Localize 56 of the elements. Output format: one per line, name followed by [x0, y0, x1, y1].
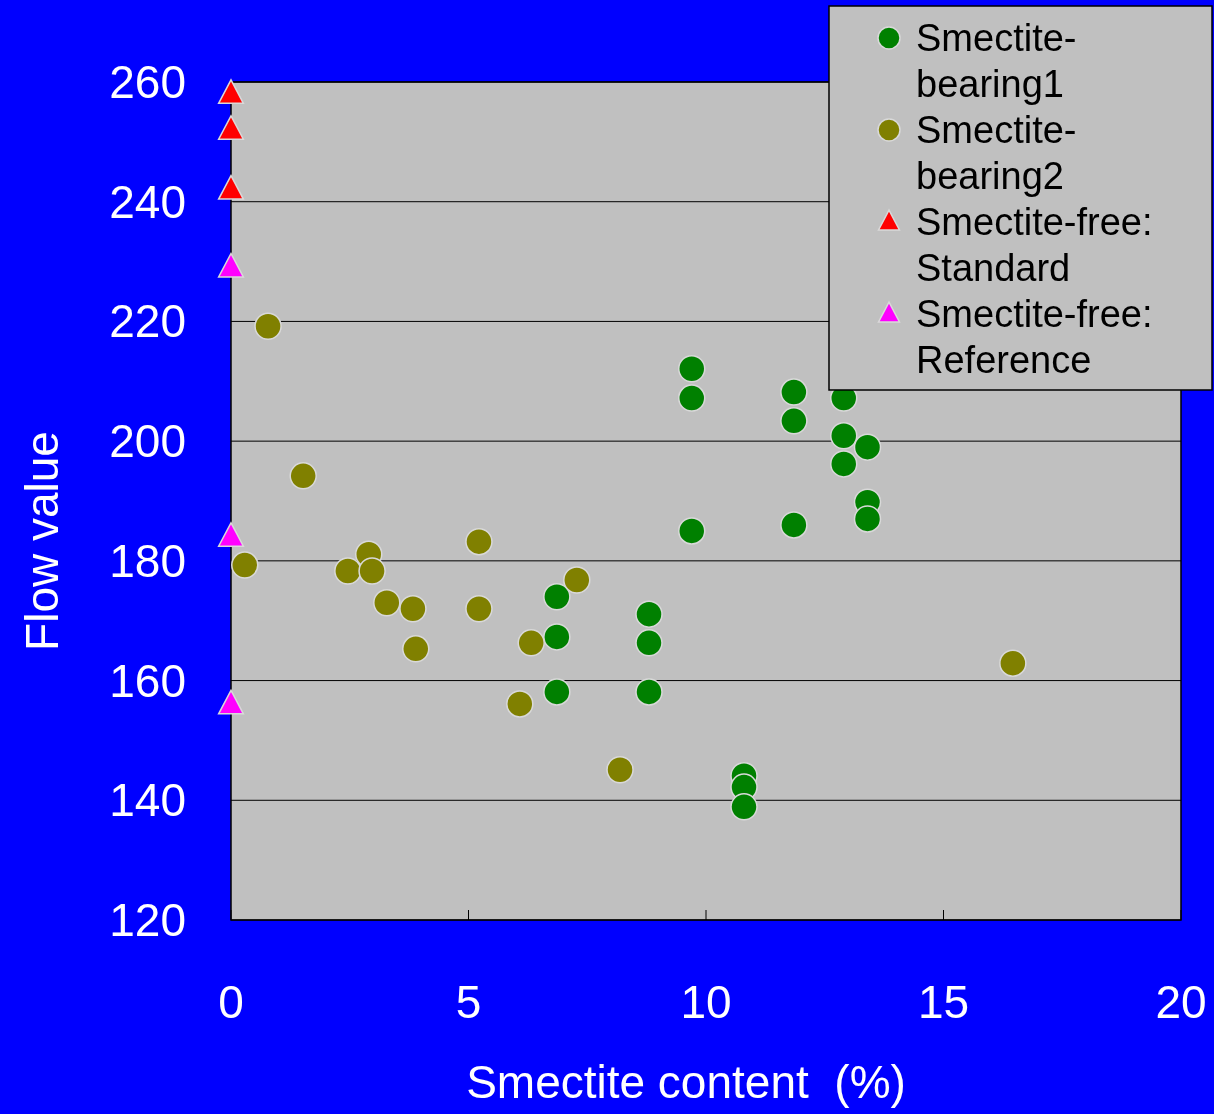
point: [217, 115, 245, 140]
point: [543, 623, 571, 651]
point: [402, 635, 430, 663]
legend-label: Smectite-bearing2: [916, 109, 1077, 197]
y-axis-title: Flow value: [16, 431, 68, 651]
point: [635, 678, 663, 706]
x-tick-label: 0: [218, 976, 244, 1028]
point: [635, 629, 663, 657]
x-tick-label: 5: [455, 976, 482, 1028]
point: [830, 450, 858, 478]
y-tick-label: 160: [109, 654, 186, 707]
point: [543, 583, 571, 611]
y-tick-label: 120: [109, 894, 186, 946]
point: [780, 407, 808, 435]
point: [217, 79, 245, 105]
point: [780, 378, 808, 406]
y-tick-label: 140: [109, 774, 186, 827]
point: [780, 511, 808, 539]
y-tick-label: 220: [109, 295, 186, 348]
y-tick-label: 260: [109, 56, 186, 108]
point: [830, 422, 858, 450]
point: [517, 629, 545, 657]
y-tick-label: 180: [109, 534, 186, 587]
point: [358, 557, 386, 585]
y-tick-label: 200: [109, 415, 186, 468]
point: [543, 678, 571, 706]
point: [465, 527, 493, 556]
point: [635, 600, 663, 628]
point: [678, 354, 706, 383]
point: [399, 594, 427, 623]
point: [678, 384, 706, 412]
point: [231, 551, 259, 579]
point: [289, 462, 317, 490]
legend-label: Smectite-free: Reference: [916, 293, 1153, 381]
point: [217, 252, 245, 278]
point: [334, 557, 362, 585]
x-tick-label: 10: [680, 976, 732, 1028]
x-tick-label: 20: [1155, 976, 1207, 1028]
y-tick-label: 240: [109, 175, 186, 228]
point: [999, 649, 1027, 677]
legend-label: Smectite-bearing1: [916, 17, 1077, 105]
point: [853, 433, 882, 461]
legend-label: Smectite-free: Standard: [916, 201, 1153, 289]
point: [465, 594, 493, 623]
x-axis-title: Smectite content (%): [466, 1056, 906, 1108]
point: [217, 522, 245, 548]
point: [563, 566, 591, 594]
x-tick-label: 15: [917, 976, 970, 1028]
point: [678, 517, 706, 545]
point: [217, 174, 245, 200]
point: [506, 690, 534, 718]
point: [254, 312, 282, 340]
point: [606, 756, 634, 784]
point: [730, 793, 758, 821]
point: [853, 505, 882, 533]
point: [373, 589, 401, 617]
